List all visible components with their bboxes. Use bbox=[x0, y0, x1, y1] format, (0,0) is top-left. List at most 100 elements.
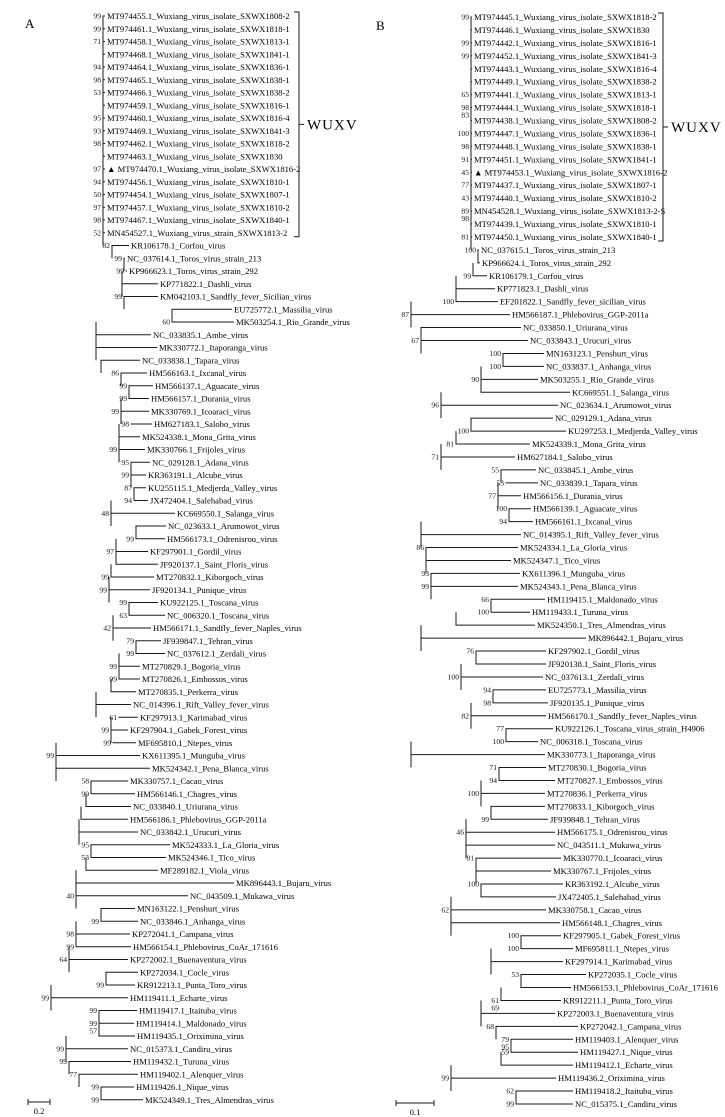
support-value: 91 bbox=[461, 155, 469, 164]
tip-label: NC_043511.1_Mukawa_virus bbox=[557, 840, 662, 850]
tip-label: HM566170.1_Sandfly_fever_Naples_virus bbox=[548, 711, 697, 721]
tip-label: MK524339.1_Mona_Grita_virus bbox=[532, 439, 647, 449]
tip-label: HM119418.2_Itaituba_virus bbox=[575, 1086, 673, 1096]
support-value: 100 bbox=[496, 504, 508, 513]
support-value: 82 bbox=[102, 241, 110, 250]
support-value: 65 bbox=[461, 90, 469, 99]
tip-label: HM566175.1_Odrenisrou_virus bbox=[557, 827, 668, 837]
support-value: 99 bbox=[116, 267, 124, 276]
support-value: 99 bbox=[126, 649, 134, 658]
tip-label: MT270835.1_Perkerra_virus bbox=[138, 687, 239, 697]
support-value: 48 bbox=[101, 509, 109, 518]
tip-label: MN163123.1_Penshurt_virus bbox=[546, 348, 649, 358]
support-value: 96 bbox=[431, 401, 439, 410]
support-value: 100 bbox=[490, 349, 502, 358]
tip-label: MT974450.1_Wuxiang_virus_isolate_SXWX184… bbox=[474, 232, 657, 242]
support-value: 99 bbox=[101, 573, 109, 582]
tip-label: HM566146.1_Chagres_virus bbox=[137, 789, 238, 799]
support-value: 98 bbox=[461, 142, 469, 151]
tip-label: MT270827.1_Embossos_virus bbox=[557, 775, 663, 785]
support-value: 53 bbox=[93, 88, 101, 97]
tip-label: MT270836.1_Perkerra_virus bbox=[547, 788, 648, 798]
support-value: 98 bbox=[121, 420, 129, 429]
support-value: 53 bbox=[511, 970, 519, 979]
tip-label: MT974440.1_Wuxiang_virus_isolate_SXWX181… bbox=[474, 193, 657, 203]
support-value: 100 bbox=[458, 427, 470, 436]
support-value: 77 bbox=[69, 1070, 77, 1079]
tip-label: MK524347.1_Tico_virus bbox=[513, 555, 601, 565]
clade-label: WUXV bbox=[671, 120, 722, 136]
tip-label: MK896442.1_Bujaru_virus bbox=[588, 633, 684, 643]
support-value: 99 bbox=[119, 381, 127, 390]
tip-label: MT974442.1_Wuxiang_virus_isolate_SXWX181… bbox=[474, 38, 657, 48]
tip-label: KR363191.1_Alcube_virus bbox=[148, 470, 243, 480]
tip-label: MT974468.1_Wuxiang_virus_isolate_SXWX184… bbox=[107, 49, 290, 59]
tip-label: NC_029128.1_Adana_virus bbox=[152, 457, 249, 467]
support-value: 99 bbox=[461, 38, 469, 47]
support-value: 99 bbox=[101, 726, 109, 735]
tip-label: KM042103.1_Sandfly_fever_Sicilian_virus bbox=[160, 292, 312, 302]
tip-label: MT974451.1_Wuxiang_virus_isolate_SXWX184… bbox=[474, 154, 657, 164]
support-value: 99 bbox=[121, 471, 129, 480]
tip-label: MT974461.1_Wuxiang_virus_isolate_SXWX181… bbox=[107, 24, 290, 34]
tip-label: KR912213.1_Punta_Toro_virus bbox=[137, 980, 248, 990]
tip-label: JX472404.1_Salehabad_virus bbox=[150, 496, 254, 506]
support-value: 99 bbox=[114, 292, 122, 301]
tip-label: HM627184.1_Salobo_virus bbox=[517, 452, 613, 462]
tip-label: EF201822.1_Sandfly_fever_sicilian_virus bbox=[500, 297, 646, 307]
scale-bar-label: 0.2 bbox=[34, 1106, 45, 1116]
support-value: 57 bbox=[89, 1026, 97, 1035]
support-value: 99 bbox=[46, 751, 54, 760]
support-value: 99 bbox=[103, 738, 111, 747]
tip-label: HM566137.1_Aguacate_virus bbox=[155, 381, 260, 391]
support-value: 99 bbox=[66, 942, 74, 951]
tip-label: HM119402.1_Alenquer_virus bbox=[140, 1069, 244, 1079]
support-value: 98 bbox=[93, 216, 101, 225]
tip-label: HM119432.1_Turuna_virus bbox=[133, 1057, 230, 1067]
support-value: 45 bbox=[461, 168, 469, 177]
tip-label: MT270833.1_Kiborgoch_virus bbox=[547, 801, 655, 811]
support-value: 99 bbox=[99, 585, 107, 594]
support-value: 100 bbox=[465, 245, 477, 254]
tip-label: MT974443.1_Wuxiang_virus_isolate_SXWX181… bbox=[474, 64, 657, 74]
tip-label: KF297905.1_Gabek_Forest_virus bbox=[563, 931, 681, 941]
support-value: 55 bbox=[491, 465, 499, 474]
tip-label: MT974466.1_Wuxiang_virus_isolate_SXWX183… bbox=[107, 88, 290, 98]
support-value: 66 bbox=[481, 595, 489, 604]
support-value: 63 bbox=[119, 611, 127, 620]
tip-label: MT974462.1_Wuxiang_virus_isolate_SXWX181… bbox=[107, 139, 290, 149]
tip-label: MK524334.1_La_Gloria_virus bbox=[520, 543, 628, 553]
support-value: 77 bbox=[488, 491, 496, 500]
tip-label: KF297904.1_Gabek_Forest_virus bbox=[130, 725, 248, 735]
tip-label: MK503255.1_Rio_Grande_virus bbox=[540, 374, 655, 384]
support-value: 99 bbox=[93, 12, 101, 21]
tip-label: HM566153.1_Phlebovirus_CoAr_171616 bbox=[573, 983, 719, 993]
support-value: 81 bbox=[446, 440, 454, 449]
tip-label: MT974458.1_Wuxiang_virus_isolate_SXWX181… bbox=[107, 37, 290, 47]
support-value: 100 bbox=[493, 737, 505, 746]
support-value: 95 bbox=[121, 458, 129, 467]
support-value: 87 bbox=[124, 483, 132, 492]
tip-label: KP272034.1_Cocle_virus bbox=[140, 967, 230, 977]
support-value: 99 bbox=[91, 917, 99, 926]
tip-label: MK330766.1_Frijoles_virus bbox=[147, 445, 246, 455]
tip-label: MT270830.1_Bogoria_virus bbox=[548, 763, 647, 773]
tip-label: MK503254.1_Rio_Grande_virus bbox=[236, 317, 351, 327]
support-value: 86 bbox=[416, 543, 424, 552]
tip-label: KX611395.1_Munguba_virus bbox=[142, 751, 246, 761]
tip-label: HM566171.1_Sandfly_fever_Naples_virus bbox=[153, 623, 302, 633]
tip-label: ▲ MT974453.1_Wuxiang_virus_isolate_SXWX1… bbox=[474, 167, 667, 177]
tip-label: HM119433.1_Turuna_virus bbox=[532, 607, 629, 617]
tip-label: HM119435.1_Oriximina_virus bbox=[137, 1031, 245, 1041]
tip-label: NC_043509.1_Mukawa_virus bbox=[190, 891, 295, 901]
tip-label: NC_033840.1_Uriurana_virus bbox=[133, 802, 238, 812]
support-value: 89 bbox=[461, 207, 469, 216]
tip-label: KF297902.1_Gordil_virus bbox=[548, 646, 640, 656]
support-value: 82 bbox=[461, 711, 469, 720]
tip-label: NC_015373.1_Candiru_virus bbox=[130, 1044, 233, 1054]
support-value: 86 bbox=[111, 369, 119, 378]
support-value: 99 bbox=[59, 1057, 67, 1066]
tip-label: HM566154.1_Phlebovirus_CoAr_171616 bbox=[133, 942, 279, 952]
tip-label: EU725772.1_Massilia_virus bbox=[234, 304, 333, 314]
tip-label: NC_037613.1_Zerdali_virus bbox=[545, 672, 645, 682]
